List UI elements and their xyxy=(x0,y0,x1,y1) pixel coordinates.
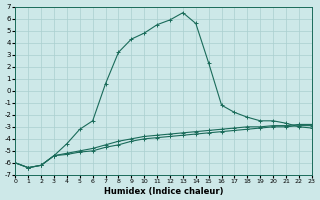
X-axis label: Humidex (Indice chaleur): Humidex (Indice chaleur) xyxy=(104,187,223,196)
